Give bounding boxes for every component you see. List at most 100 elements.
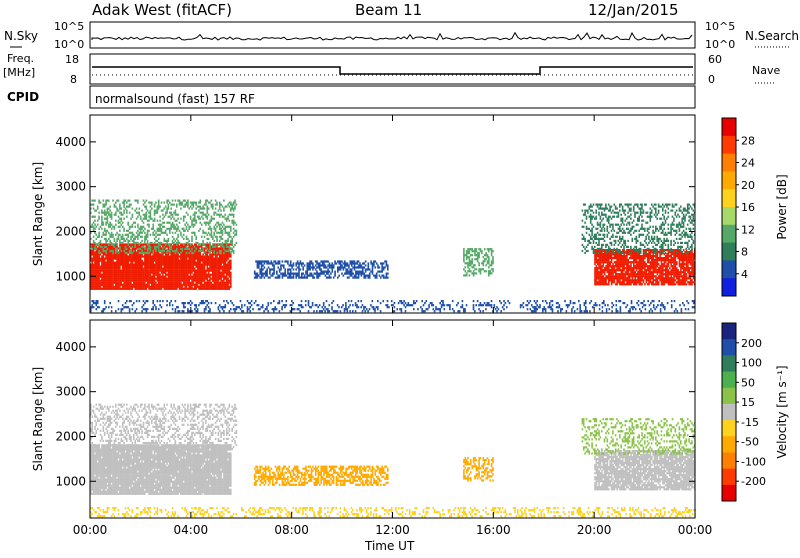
heatmap-cell xyxy=(225,270,227,272)
heatmap-cell xyxy=(144,284,146,286)
heatmap-cell xyxy=(351,262,353,264)
nave-label: Nave xyxy=(752,64,780,77)
heatmap-cell xyxy=(139,288,141,290)
heatmap-cell xyxy=(376,277,378,279)
heatmap-cell xyxy=(176,244,178,246)
heatmap-cell xyxy=(195,248,197,250)
heatmap-cell xyxy=(118,220,120,222)
heatmap-cell xyxy=(133,272,135,274)
heatmap-cell xyxy=(650,277,652,279)
heatmap-cell xyxy=(261,264,263,266)
heatmap-cell xyxy=(173,260,175,262)
heatmap-cell xyxy=(134,200,136,202)
heatmap-cell xyxy=(611,273,613,275)
heatmap-cell xyxy=(608,273,610,275)
heatmap-cell xyxy=(143,288,145,290)
heatmap-cell xyxy=(220,274,222,276)
heatmap-cell xyxy=(112,270,114,272)
heatmap-cell xyxy=(91,204,93,206)
heatmap-cell xyxy=(600,271,602,273)
heatmap-cell xyxy=(686,261,688,263)
heatmap-cell xyxy=(474,272,476,274)
heatmap-cell xyxy=(683,263,685,265)
heatmap-cell xyxy=(598,255,600,257)
heatmap-cell xyxy=(152,256,154,258)
heatmap-cell xyxy=(672,261,674,263)
heatmap-cell xyxy=(93,240,95,242)
heatmap-cell xyxy=(365,275,367,277)
heatmap-cell xyxy=(661,281,663,283)
heatmap-cell xyxy=(134,246,136,248)
heatmap-cell xyxy=(644,269,646,271)
heatmap-cell xyxy=(155,278,157,280)
heatmap-cell xyxy=(679,279,681,281)
heatmap-cell xyxy=(204,214,206,216)
heatmap-cell xyxy=(641,277,643,279)
heatmap-cell xyxy=(194,288,196,290)
heatmap-cell xyxy=(341,273,343,275)
heatmap-cell xyxy=(170,248,172,250)
heatmap-cell xyxy=(284,268,286,270)
heatmap-cell xyxy=(469,258,471,260)
heatmap-cell xyxy=(655,279,657,281)
heatmap-cell xyxy=(658,269,660,271)
heatmap-cell xyxy=(640,257,642,259)
heatmap-cell xyxy=(140,278,142,280)
heatmap-cell xyxy=(109,245,111,247)
heatmap-cell xyxy=(197,284,199,286)
heatmap-cell xyxy=(598,277,600,279)
heatmap-cell xyxy=(477,252,479,254)
heatmap-cell xyxy=(623,263,625,265)
heatmap-cell xyxy=(151,264,153,266)
heatmap-cell xyxy=(229,274,231,276)
heatmap-cell xyxy=(177,218,179,220)
heatmap-cell xyxy=(670,255,672,257)
heatmap-cell xyxy=(201,270,203,272)
heatmap-cell xyxy=(104,266,106,268)
heatmap-cell xyxy=(467,248,469,250)
heatmap-cell xyxy=(184,256,186,258)
heatmap-cell xyxy=(201,278,203,280)
heatmap-cell xyxy=(133,280,135,282)
heatmap-cell xyxy=(204,270,206,272)
heatmap-cell xyxy=(127,270,129,272)
heatmap-cell xyxy=(467,252,469,254)
heatmap-cell xyxy=(225,250,227,252)
heatmap-cell xyxy=(683,261,685,263)
heatmap-cell xyxy=(594,281,596,283)
heatmap-cell xyxy=(126,238,128,240)
heatmap-cell xyxy=(205,284,207,286)
heatmap-cell xyxy=(169,260,171,262)
heatmap-cell xyxy=(148,216,150,218)
heatmap-cell xyxy=(144,202,146,204)
heatmap-cell xyxy=(359,264,361,266)
heatmap-cell xyxy=(198,230,200,232)
heatmap-cell xyxy=(668,271,670,273)
heatmap-cell xyxy=(172,224,174,226)
heatmap-cell xyxy=(169,266,171,268)
heatmap-cell xyxy=(161,264,163,266)
heatmap-cell xyxy=(136,208,138,210)
heatmap-cell xyxy=(603,271,605,273)
heatmap-cell xyxy=(489,272,491,274)
heatmap-cell xyxy=(211,232,213,234)
heatmap-cell xyxy=(122,249,124,251)
heatmap-cell xyxy=(230,242,232,244)
heatmap-cell xyxy=(632,261,634,263)
heatmap-cell xyxy=(632,273,634,275)
heatmap-cell xyxy=(151,272,153,274)
heatmap-cell xyxy=(347,262,349,264)
heatmap-cell xyxy=(109,274,111,276)
heatmap-cell xyxy=(470,260,472,262)
heatmap-cell xyxy=(164,232,166,234)
heatmap-cell xyxy=(179,264,181,266)
heatmap-cell xyxy=(327,277,329,279)
heatmap-cell xyxy=(359,271,361,273)
heatmap-cell xyxy=(190,272,192,274)
heatmap-cell xyxy=(318,262,320,264)
heatmap-cell xyxy=(170,260,172,262)
heatmap-cell xyxy=(673,261,675,263)
heatmap-cell xyxy=(183,282,185,284)
heatmap-cell xyxy=(368,268,370,270)
heatmap-cell xyxy=(130,260,132,262)
